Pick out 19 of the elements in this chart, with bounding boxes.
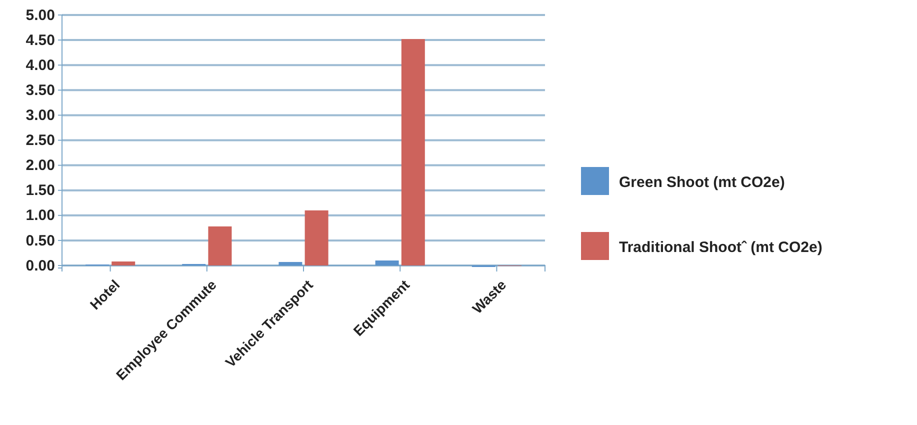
y-tick-label: 2.50 (26, 132, 55, 150)
bar (304, 210, 328, 266)
y-tick-label: 1.00 (26, 207, 55, 224)
bar (278, 262, 302, 266)
y-tick-label: 2.00 (26, 157, 55, 174)
y-tick-label: 0.00 (26, 257, 55, 274)
y-tick-label: 1.50 (26, 182, 55, 200)
bar (375, 260, 399, 266)
bar (112, 261, 136, 266)
y-tick-label: 0.50 (26, 232, 55, 250)
legend-label: Traditional Shootˆ (mt CO2e) (619, 239, 822, 256)
y-tick-label: 4.50 (26, 32, 55, 49)
y-tick-label: 3.00 (26, 107, 55, 124)
y-tick-label: 4.00 (26, 56, 55, 74)
bar (401, 39, 425, 266)
y-tick-label: 3.50 (26, 82, 55, 99)
legend-label: Green Shoot (mt CO2e) (619, 174, 785, 191)
bar (208, 226, 232, 266)
y-tick-label: 5.00 (26, 6, 55, 24)
